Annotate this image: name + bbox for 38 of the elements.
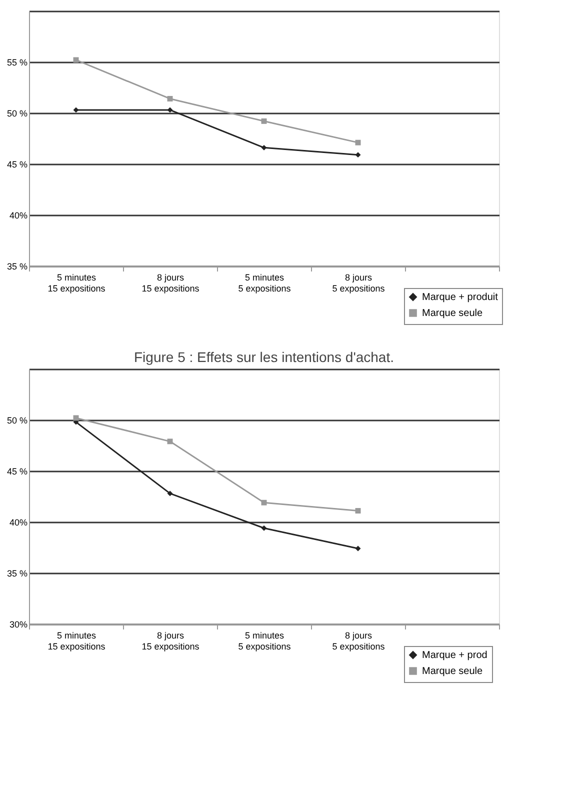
x-tick-label: 8 jours 5 expositions xyxy=(332,630,386,652)
point xyxy=(355,140,361,146)
point xyxy=(261,118,267,124)
point xyxy=(355,152,361,158)
point xyxy=(167,107,173,113)
y-tick-label: 50 % xyxy=(6,416,28,426)
x-tick-label: 5 minutes 15 expositions xyxy=(48,630,106,652)
y-tick-label: 55 % xyxy=(6,58,28,68)
y-tick-label: 45 % xyxy=(6,466,28,476)
point xyxy=(261,144,267,150)
legend-label: Marque + produit xyxy=(422,292,498,303)
y-tick-label: 50 % xyxy=(6,108,28,118)
point xyxy=(355,508,361,514)
point xyxy=(73,107,79,113)
legend-label: Marque + prod xyxy=(422,650,488,661)
y-tick-label: 40% xyxy=(9,518,28,528)
point xyxy=(261,500,267,506)
y-tick-label: 35 % xyxy=(6,262,28,272)
legend-label: Marque seule xyxy=(422,308,484,319)
y-tick-label: 30% xyxy=(9,620,28,630)
point xyxy=(167,96,173,102)
legend-label: Marque seule xyxy=(422,666,484,677)
point xyxy=(355,546,361,552)
x-tick-label: 5 minutes 15 expositions xyxy=(48,272,106,294)
chart-title: Figure 5 : Effets sur les intentions d'achat. xyxy=(134,349,394,365)
point xyxy=(167,438,173,444)
x-tick-label: 5 minutes 5 expositions xyxy=(238,272,292,294)
y-tick-label: 35 % xyxy=(6,568,28,578)
x-tick-label: 8 jours 15 expositions xyxy=(142,630,200,652)
point xyxy=(73,415,79,421)
point xyxy=(261,525,267,531)
y-tick-label: 45 % xyxy=(6,160,28,170)
x-tick-label: 8 jours 5 expositions xyxy=(332,272,386,294)
x-tick-label: 8 jours 15 expositions xyxy=(142,272,200,294)
y-tick-label: 40% xyxy=(9,210,28,220)
x-tick-label: 5 minutes 5 expositions xyxy=(238,630,292,652)
point xyxy=(73,57,79,63)
point xyxy=(167,490,173,496)
